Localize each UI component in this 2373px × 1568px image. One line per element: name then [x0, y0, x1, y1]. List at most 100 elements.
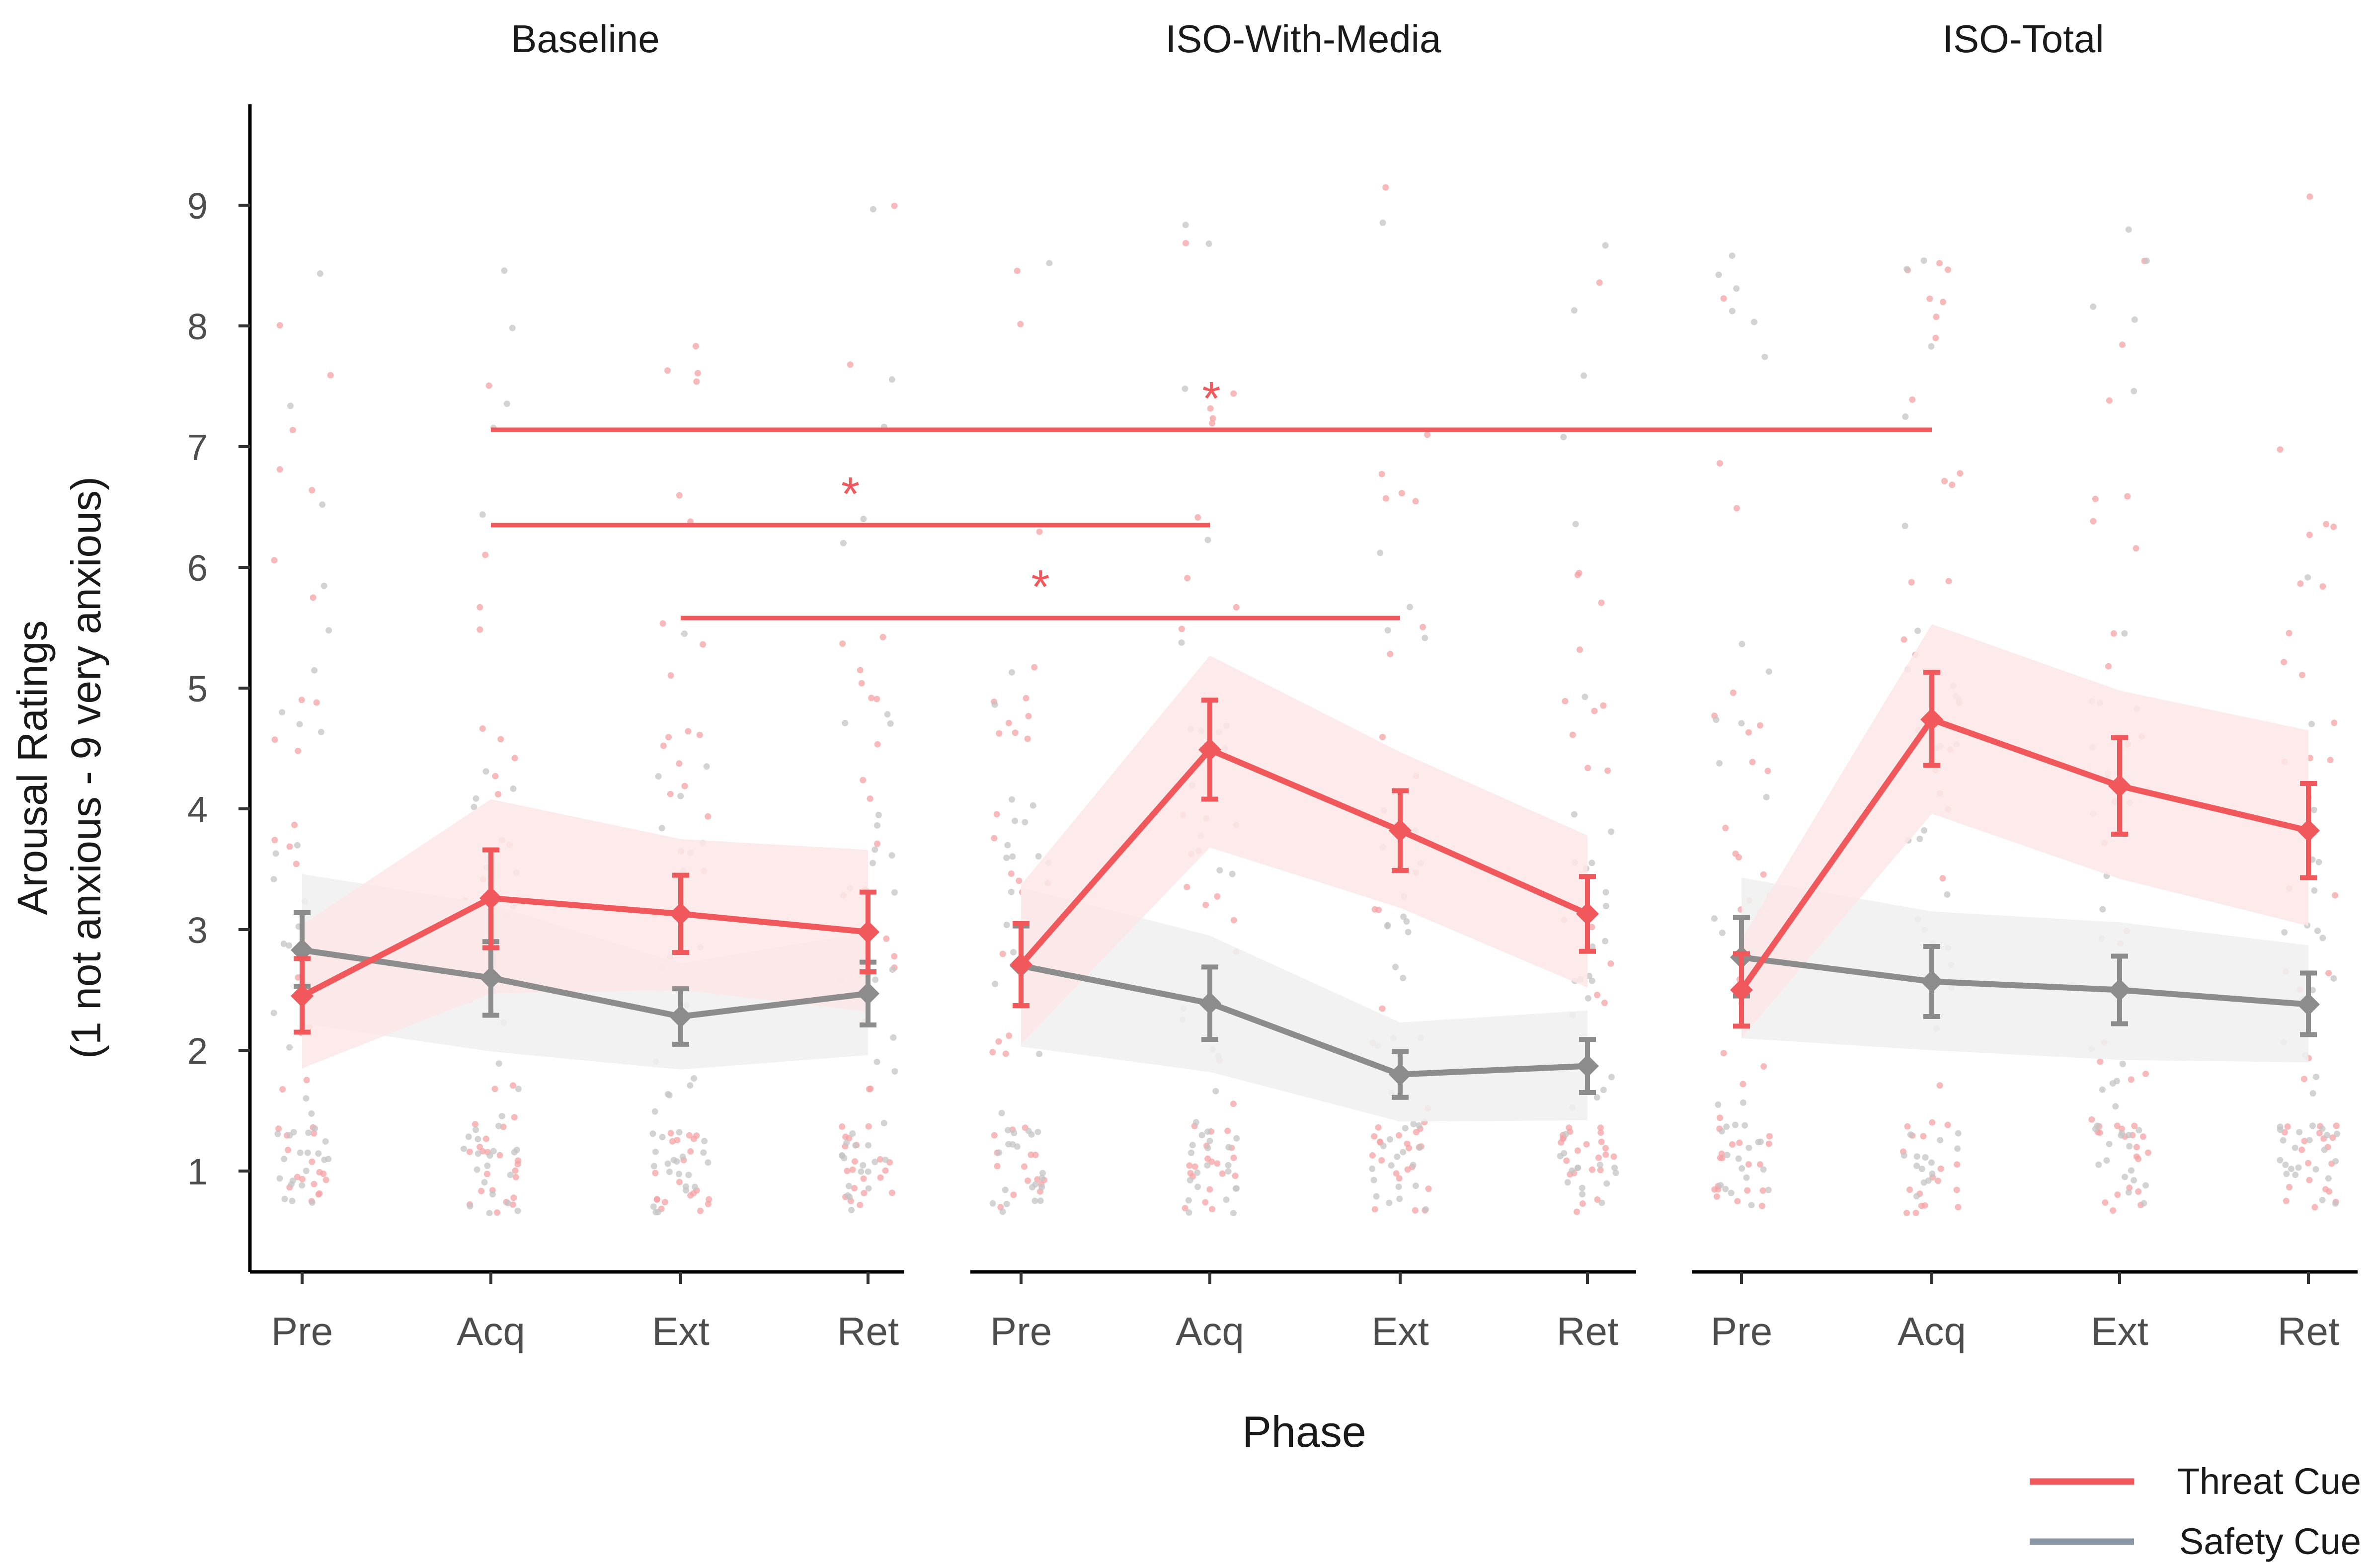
raw-point: [1607, 960, 1614, 967]
raw-point: [1730, 689, 1737, 696]
raw-point: [286, 843, 293, 850]
y-tick-label-7: 7: [187, 427, 208, 468]
raw-point: [1760, 1166, 1767, 1173]
raw-point: [465, 1133, 472, 1140]
raw-point: [991, 835, 998, 842]
raw-point: [2094, 1122, 2101, 1129]
raw-point: [2090, 518, 2097, 525]
raw-point: [839, 1152, 846, 1159]
mean-point-iso-total-safety-ext: [2108, 978, 2131, 1002]
raw-point: [1937, 1137, 1944, 1144]
raw-point: [1003, 1200, 1010, 1207]
raw-point: [311, 667, 318, 674]
raw-point: [1400, 975, 1407, 982]
mean-point-iso-with-media-safety-ext: [1389, 1063, 1412, 1086]
raw-point: [482, 551, 489, 558]
raw-point: [298, 697, 305, 704]
raw-point: [271, 736, 278, 743]
raw-point: [481, 1179, 488, 1186]
raw-point: [1184, 884, 1190, 890]
raw-point: [294, 1174, 301, 1180]
raw-point: [1586, 972, 1592, 979]
raw-point: [1412, 498, 1419, 505]
raw-point: [1588, 977, 1595, 984]
raw-point: [1766, 1133, 1773, 1140]
raw-point: [478, 1187, 485, 1194]
raw-point: [1914, 627, 1921, 634]
raw-point: [287, 402, 294, 409]
raw-point: [286, 1044, 293, 1051]
raw-point: [491, 1086, 498, 1093]
raw-point: [1395, 1183, 1402, 1190]
raw-point: [473, 1126, 479, 1133]
raw-point: [1594, 1196, 1601, 1203]
raw-point: [1918, 1202, 1925, 1209]
raw-point: [693, 1132, 700, 1139]
raw-point: [2334, 1130, 2340, 1137]
raw-point: [1392, 963, 1399, 970]
raw-point: [509, 1201, 516, 1208]
raw-point: [858, 1168, 865, 1175]
raw-point: [2295, 1164, 2302, 1171]
raw-point: [652, 1170, 659, 1176]
raw-point: [1206, 1137, 1213, 1144]
raw-point: [876, 1156, 883, 1163]
raw-point: [1034, 1128, 1041, 1135]
raw-point: [2332, 1200, 2339, 1207]
raw-point: [1724, 1152, 1731, 1159]
significance-star-1: *: [1202, 372, 1220, 425]
raw-point: [1023, 695, 1029, 702]
raw-point: [846, 1194, 853, 1200]
legend-threat-label: Threat Cue: [2177, 1461, 2361, 1502]
raw-point: [1186, 1177, 1193, 1183]
raw-point: [865, 1142, 871, 1149]
raw-point: [270, 876, 277, 883]
raw-point: [874, 741, 881, 748]
raw-point: [2133, 1144, 2140, 1151]
raw-point: [696, 731, 703, 738]
x-tick-label-baseline-acq: Acq: [457, 1309, 525, 1353]
raw-point: [2133, 1153, 2140, 1160]
raw-point: [1735, 1155, 1742, 1162]
y-axis-title-line1: Arousal Ratings: [9, 621, 56, 915]
raw-point: [325, 1156, 332, 1163]
raw-point: [1601, 1000, 1608, 1006]
raw-point: [1588, 860, 1595, 866]
raw-point: [1900, 1152, 1907, 1159]
raw-point: [289, 427, 296, 434]
raw-point: [676, 1171, 682, 1177]
raw-point: [1388, 1162, 1395, 1169]
raw-point: [1396, 1132, 1403, 1139]
raw-point: [1765, 1140, 1772, 1147]
raw-point: [1557, 1153, 1564, 1160]
panel-title-iso-with-media: ISO-With-Media: [1166, 17, 1441, 61]
raw-point: [1424, 431, 1431, 438]
raw-point: [1900, 636, 1907, 643]
raw-point: [1224, 1127, 1231, 1134]
raw-point: [1012, 729, 1019, 736]
raw-point: [1384, 922, 1391, 929]
raw-point: [2109, 1080, 2116, 1087]
raw-point: [2139, 1133, 2146, 1140]
raw-point: [705, 1159, 712, 1166]
raw-point: [2333, 1122, 2340, 1129]
raw-point: [1370, 1176, 1377, 1183]
raw-point: [1598, 599, 1605, 606]
raw-point: [843, 1139, 850, 1146]
raw-point: [1574, 571, 1581, 578]
raw-point: [2306, 1137, 2313, 1144]
raw-point: [497, 736, 504, 743]
raw-point: [1560, 434, 1567, 441]
raw-point: [1955, 1130, 1962, 1137]
raw-point: [1756, 722, 1763, 729]
raw-point: [2277, 1126, 2284, 1133]
raw-point: [1745, 1144, 1752, 1151]
raw-point: [494, 1209, 500, 1216]
raw-point: [847, 361, 854, 368]
raw-point: [2309, 987, 2316, 994]
mean-point-iso-with-media-safety-acq: [1198, 992, 1221, 1015]
raw-point: [1184, 575, 1191, 582]
raw-point: [1008, 888, 1015, 895]
raw-point: [679, 1153, 686, 1160]
raw-point: [2319, 583, 2326, 590]
